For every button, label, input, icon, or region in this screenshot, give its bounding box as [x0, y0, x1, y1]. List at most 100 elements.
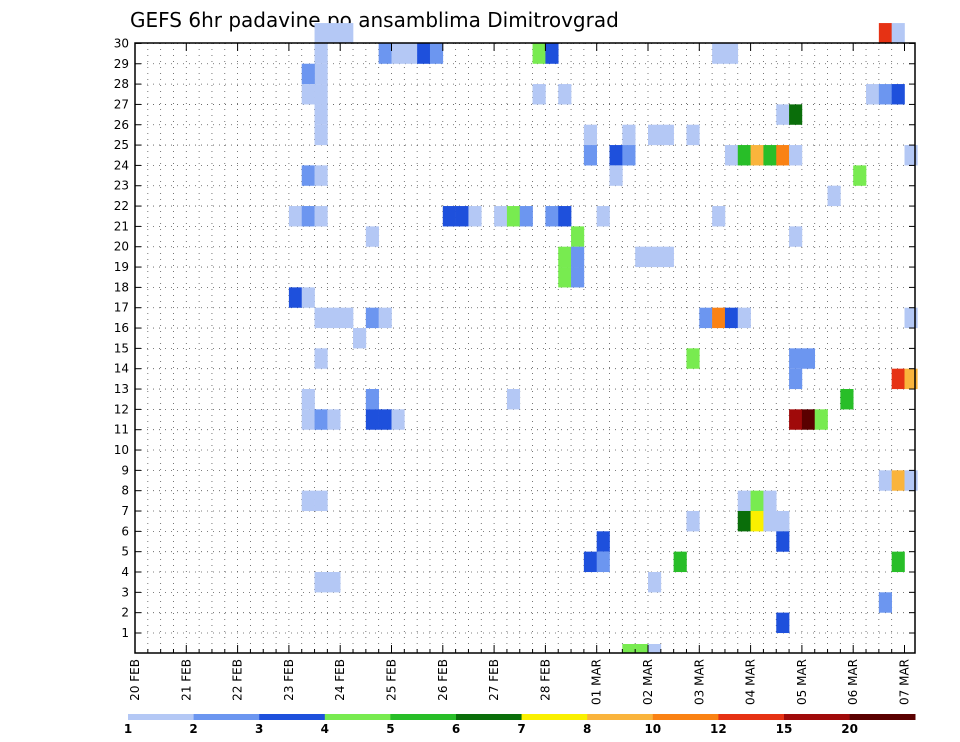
y-tick-label: 14: [114, 362, 129, 376]
x-tick-label: 20 FEB: [128, 659, 142, 701]
x-tick-label: 28 FEB: [538, 659, 552, 701]
heatmap-cell: [314, 348, 328, 369]
heatmap-cell: [391, 409, 405, 430]
heatmap-cell: [301, 287, 315, 308]
heatmap-cell: [789, 226, 803, 247]
heatmap-cell: [686, 510, 700, 532]
x-tick-label: 27 FEB: [487, 659, 501, 701]
heatmap-cell: [699, 307, 713, 329]
heatmap-cell: [545, 206, 559, 227]
heatmap-cell: [391, 43, 405, 64]
heatmap-cell: [314, 43, 328, 64]
heatmap-cell: [314, 165, 328, 186]
heatmap-cell: [853, 165, 867, 186]
heatmap-cell: [429, 43, 444, 64]
heatmap-cell: [468, 206, 482, 227]
colorbar-swatch: [390, 714, 457, 720]
heatmap-cell: [314, 206, 328, 227]
heatmap-cell: [340, 23, 354, 44]
colorbar-swatch: [784, 714, 850, 720]
heatmap-cell: [455, 206, 469, 227]
colorbar-label: 3: [255, 722, 263, 736]
colorbar-swatch: [128, 714, 194, 720]
heatmap-cell: [596, 206, 610, 227]
colorbar-swatch: [587, 714, 654, 720]
heatmap-cell: [583, 145, 597, 166]
heatmap-cell: [712, 206, 726, 227]
y-tick-label: 15: [114, 341, 129, 355]
heatmap-cell: [737, 145, 751, 166]
colorbar-label: 20: [841, 722, 858, 736]
y-tick-label: 7: [121, 504, 129, 518]
heatmap-cell: [353, 328, 367, 349]
heatmap-cell: [314, 307, 328, 329]
heatmap-cell: [827, 185, 841, 207]
heatmap-cell: [365, 389, 379, 410]
y-tick-label: 8: [121, 484, 129, 498]
heatmap-cell: [622, 145, 636, 166]
heatmap-cell: [891, 368, 905, 390]
x-tick-label: 21 FEB: [179, 659, 193, 701]
heatmap-cell: [724, 43, 739, 64]
y-tick-label: 10: [114, 443, 129, 457]
heatmap-cell: [737, 490, 751, 512]
heatmap-cell: [776, 612, 790, 634]
y-tick-label: 23: [114, 179, 129, 193]
heatmap-cell: [686, 348, 700, 369]
y-tick-label: 13: [114, 382, 129, 396]
heatmap-cell: [314, 63, 328, 85]
heatmap-cell: [737, 510, 751, 532]
heatmap-cell: [596, 551, 610, 573]
heatmap-cell: [558, 246, 572, 268]
heatmap-cell: [417, 43, 431, 64]
colorbar-label: 1: [124, 722, 132, 736]
colorbar-swatch: [849, 714, 916, 720]
x-tick-label: 24 FEB: [333, 659, 347, 701]
heatmap-cell: [660, 246, 674, 268]
colorbar-label: 8: [583, 722, 591, 736]
heatmap-cell: [750, 145, 764, 166]
heatmap-cell: [506, 389, 521, 410]
y-tick-label: 5: [121, 545, 129, 559]
y-tick-label: 9: [121, 463, 129, 477]
colorbar-swatch: [324, 714, 391, 720]
heatmap-cell: [891, 84, 905, 105]
heatmap-cell: [288, 206, 303, 227]
y-tick-label: 30: [114, 36, 129, 50]
heatmap-cell: [878, 23, 892, 44]
heatmap-cell: [301, 409, 315, 430]
heatmap-cell: [891, 551, 905, 573]
heatmap-cell: [648, 246, 662, 268]
heatmap-cell: [545, 43, 559, 64]
heatmap-cell: [673, 551, 687, 573]
y-tick-label: 3: [121, 585, 129, 599]
heatmap-cell: [596, 531, 610, 552]
x-tick-label: 03 MAR: [692, 659, 706, 705]
x-axis-ticks: 20 FEB 21 FEB 22 FEB 23 FEB 24 FEB 25 FEB 26 F…: [128, 43, 912, 705]
colorbar-swatch: [259, 714, 326, 720]
heatmap-cell: [583, 124, 597, 146]
x-tick-label: 07 MAR: [898, 659, 912, 705]
heatmap-cell: [763, 510, 777, 532]
heatmap-cell: [763, 145, 777, 166]
y-tick-label: 29: [114, 57, 129, 71]
colorbar-swatch: [456, 714, 522, 720]
heatmap-cell: [789, 104, 803, 125]
colorbar-label: 12: [710, 722, 727, 736]
y-tick-label: 20: [114, 240, 129, 254]
y-tick-label: 25: [114, 138, 129, 152]
heatmap-cell: [635, 644, 649, 653]
heatmap-cell: [301, 490, 315, 512]
heatmap-cell: [506, 206, 521, 227]
heatmap-cell: [878, 592, 892, 613]
heatmap-cell: [378, 307, 392, 329]
heatmap-cell: [776, 104, 790, 125]
x-tick-label: 22 FEB: [231, 659, 245, 701]
grid-lines: [135, 43, 915, 653]
heatmap-cell: [801, 348, 816, 369]
y-tick-label: 4: [121, 565, 129, 579]
colorbar-label: 4: [321, 722, 329, 736]
heatmap-cells: [288, 23, 918, 653]
colorbar-swatch: [521, 714, 588, 720]
